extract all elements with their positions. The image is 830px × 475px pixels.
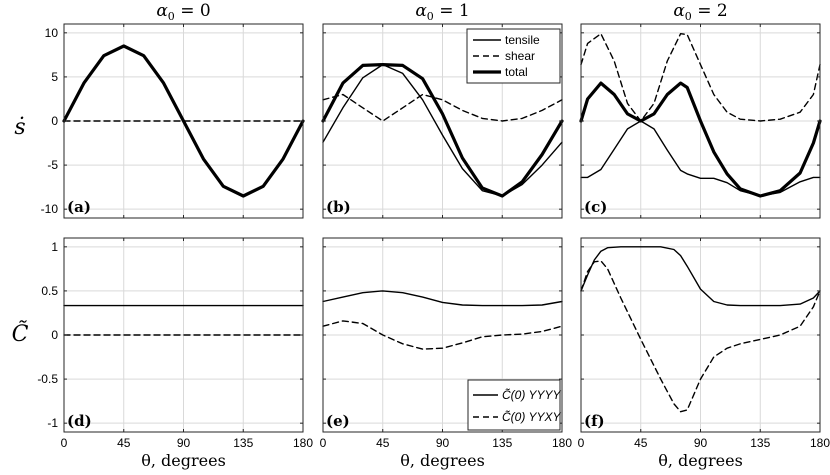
x-tick-label: 45: [634, 436, 648, 450]
x-tick-label: 90: [436, 436, 450, 450]
panel-label: (f): [584, 412, 605, 430]
y-tick-label: 0: [51, 328, 58, 342]
series-line-cyyxy: [322, 320, 563, 350]
legend: tensile shear total: [466, 28, 561, 84]
x-tick-label: 180: [293, 436, 313, 450]
legend: C̃(0) YYYY C̃(0) YYXY: [467, 379, 561, 431]
series-line-tensile: [580, 120, 821, 197]
x-axis-label: θ, degrees: [141, 451, 226, 470]
x-tick-label: 0: [578, 436, 585, 450]
y-tick-label: 0.5: [41, 284, 58, 298]
legend-entry: C̃(0) YYXY: [502, 409, 561, 424]
panel-label: (c): [584, 198, 607, 216]
y-tick-label: -5: [47, 158, 58, 172]
panel-f: 0 45 90 135 180 θ, degrees (f): [578, 237, 830, 470]
x-axis-label: θ, degrees: [658, 451, 743, 470]
x-tick-label: 180: [810, 436, 830, 450]
x-tick-label: 45: [376, 436, 390, 450]
series-line-tensile: [322, 63, 563, 197]
series-line-cyyyy: [580, 246, 821, 307]
y-tick-label: 0: [51, 114, 58, 128]
ylabel-top: ṡ: [14, 115, 25, 140]
panel-b: α0 = 1 (b) tensile shear total: [321, 1, 564, 219]
x-tick-label: 0: [61, 436, 68, 450]
series-line-shear: [580, 33, 821, 122]
legend-box: [467, 379, 561, 431]
panel-label: (a): [67, 198, 91, 216]
series-line-cyyxy: [580, 260, 821, 413]
x-tick-label: 180: [552, 436, 572, 450]
y-tick-label: -10: [41, 202, 59, 216]
panel-title: α0 = 1: [415, 1, 469, 23]
y-tick-label: -1: [47, 416, 58, 430]
panel-label: (d): [67, 412, 92, 430]
x-tick-label: 90: [177, 436, 191, 450]
y-tick-label: 1: [51, 240, 58, 254]
panel-a: -10 -5 0 5 10 α0 = 0 (a): [41, 1, 305, 219]
ylabel-bottom: C̃: [12, 321, 29, 347]
legend-box: [466, 28, 561, 84]
panel-title: α0 = 0: [156, 1, 210, 23]
panel-label: (b): [326, 198, 351, 216]
x-axis-label: θ, degrees: [400, 451, 485, 470]
legend-entry-total: total: [505, 65, 528, 79]
panel-d: 0 45 90 135 180 θ, degrees -1 -0.5 0 0.5 1 (d): [37, 237, 313, 470]
legend-entry: C̃(0) YYYY: [502, 387, 561, 402]
panel-c: α0 = 2 (c): [579, 1, 822, 219]
series-line-total: [321, 62, 564, 198]
series-line-cyyyy: [322, 290, 563, 307]
x-tick-label: 135: [233, 436, 253, 450]
series-line-total: [579, 81, 822, 198]
legend-entry-shear: shear: [505, 49, 535, 63]
panel-label: (e): [326, 412, 350, 430]
legend-entry-tensile: tensile: [505, 33, 540, 47]
x-tick-label: 135: [492, 436, 512, 450]
panel-title: α0 = 2: [673, 1, 727, 23]
y-tick-label: -0.5: [37, 372, 58, 386]
y-tick-label: 10: [45, 26, 59, 40]
x-tick-label: 90: [694, 436, 708, 450]
x-tick-label: 45: [117, 436, 131, 450]
x-tick-label: 135: [750, 436, 770, 450]
series-line-shear: [322, 93, 563, 122]
x-tick-label: 0: [320, 436, 327, 450]
y-tick-label: 5: [51, 70, 58, 84]
